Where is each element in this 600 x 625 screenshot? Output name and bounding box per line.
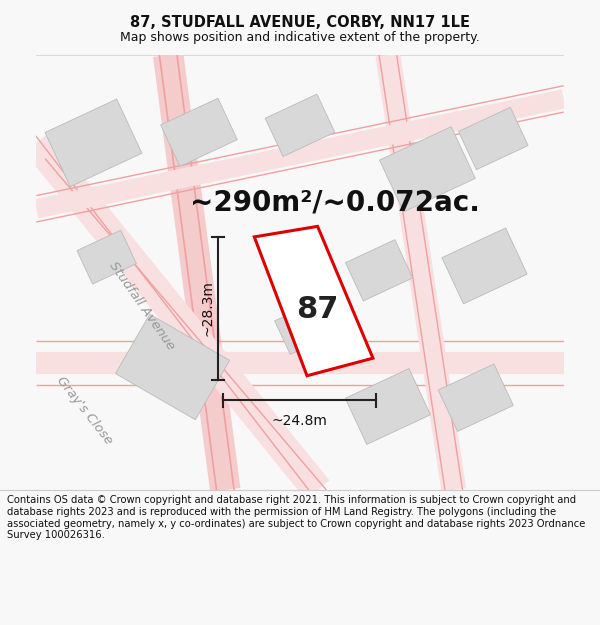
Polygon shape bbox=[254, 226, 373, 376]
Polygon shape bbox=[161, 98, 237, 166]
Text: ~24.8m: ~24.8m bbox=[272, 414, 328, 428]
Text: Studfall Avenue: Studfall Avenue bbox=[106, 259, 177, 352]
Polygon shape bbox=[442, 228, 527, 304]
Text: Map shows position and indicative extent of the property.: Map shows position and indicative extent… bbox=[120, 31, 480, 44]
Text: ~28.3m: ~28.3m bbox=[201, 281, 215, 336]
Polygon shape bbox=[77, 230, 136, 284]
Polygon shape bbox=[265, 94, 335, 156]
Polygon shape bbox=[275, 301, 334, 354]
Text: 87, STUDFALL AVENUE, CORBY, NN17 1LE: 87, STUDFALL AVENUE, CORBY, NN17 1LE bbox=[130, 16, 470, 31]
Text: 87: 87 bbox=[296, 296, 339, 324]
Text: Gray's Close: Gray's Close bbox=[54, 374, 115, 448]
Text: ~290m²/~0.072ac.: ~290m²/~0.072ac. bbox=[190, 189, 480, 217]
Polygon shape bbox=[346, 239, 413, 301]
Polygon shape bbox=[380, 127, 475, 212]
Polygon shape bbox=[45, 99, 142, 187]
Polygon shape bbox=[345, 369, 431, 444]
Polygon shape bbox=[115, 314, 230, 420]
Polygon shape bbox=[458, 107, 528, 169]
Text: Contains OS data © Crown copyright and database right 2021. This information is : Contains OS data © Crown copyright and d… bbox=[7, 496, 586, 540]
Polygon shape bbox=[438, 364, 513, 431]
